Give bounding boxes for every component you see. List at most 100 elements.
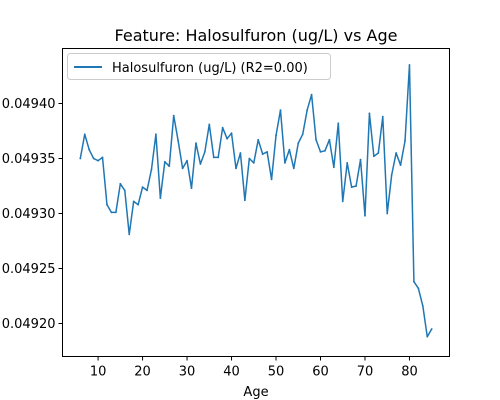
data-point	[177, 140, 180, 142]
data-point	[150, 168, 153, 171]
data-point	[257, 138, 260, 141]
data-point	[359, 158, 362, 161]
data-point	[306, 109, 309, 111]
y-axis-ticks: 0.04920 0.04925 0.04930 0.04935 0.04940	[2, 97, 63, 332]
data-point	[364, 214, 366, 217]
data-point	[168, 165, 171, 168]
data-point	[195, 142, 197, 145]
y-tick-label: 0.04935	[2, 152, 56, 167]
data-point	[292, 167, 295, 170]
y-tick-label: 0.04920	[2, 317, 56, 332]
data-point	[310, 93, 313, 96]
data-point	[399, 164, 402, 167]
data-point	[413, 280, 415, 283]
data-point	[328, 138, 331, 141]
data-point	[137, 203, 140, 206]
x-tick-label: 40	[223, 365, 240, 380]
y-tick-label: 0.04940	[2, 97, 56, 112]
data-point	[92, 157, 95, 160]
data-point	[261, 153, 264, 156]
data-point	[368, 112, 371, 115]
data-point	[79, 157, 82, 160]
data-point	[430, 328, 433, 330]
x-tick-label: 60	[312, 365, 329, 380]
data-point	[372, 155, 375, 158]
data-point	[315, 138, 317, 141]
axes-frame	[62, 48, 450, 357]
data-point	[186, 159, 188, 162]
x-axis-label: Age	[243, 385, 268, 400]
data-point	[123, 189, 126, 192]
x-tick-label: 80	[401, 365, 418, 380]
legend-label: Halosulfuron (ug/L) (R2=0.00)	[112, 61, 308, 76]
data-point	[301, 133, 304, 136]
series-line	[79, 64, 433, 338]
legend-box	[67, 53, 331, 80]
data-point	[155, 133, 157, 136]
series-layer	[79, 64, 433, 338]
plot-area	[62, 48, 450, 357]
data-point	[163, 160, 166, 163]
x-tick-label: 20	[134, 365, 151, 380]
data-point	[208, 123, 211, 126]
x-axis-ticks: 10 20 30 40 50 60 70 80	[90, 356, 418, 380]
data-point	[297, 142, 300, 145]
data-point	[404, 140, 406, 142]
chart-title: Feature: Halosulfuron (ug/L) vs Age	[115, 26, 398, 45]
data-point	[181, 167, 184, 170]
data-point	[243, 199, 246, 202]
data-point	[426, 335, 429, 338]
data-point	[288, 148, 291, 151]
data-point	[284, 162, 286, 164]
data-point	[386, 212, 389, 215]
data-point	[106, 203, 108, 206]
data-point	[270, 178, 273, 181]
x-tick-label: 70	[357, 365, 374, 380]
data-point	[101, 156, 104, 159]
data-point	[146, 189, 148, 192]
data-point	[221, 126, 224, 129]
data-point	[279, 109, 282, 111]
data-point	[110, 211, 113, 214]
data-point	[217, 156, 220, 159]
data-point	[346, 162, 349, 164]
x-tick-label: 50	[268, 365, 285, 380]
data-point	[324, 149, 326, 152]
data-point	[390, 174, 393, 176]
x-tick-label: 10	[90, 365, 107, 380]
data-point	[408, 64, 411, 66]
data-point	[230, 132, 233, 135]
data-point	[88, 148, 91, 151]
data-point	[332, 166, 335, 169]
data-point	[266, 151, 269, 153]
data-point	[226, 137, 228, 140]
data-point	[159, 197, 162, 200]
y-tick-label: 0.04930	[2, 207, 56, 222]
data-point	[252, 162, 255, 164]
data-point	[421, 305, 424, 307]
data-point	[212, 156, 215, 159]
data-point	[235, 167, 237, 170]
data-point	[381, 115, 384, 118]
data-point	[275, 134, 277, 137]
data-point	[239, 152, 242, 154]
data-point	[341, 200, 344, 203]
data-point	[395, 152, 398, 154]
data-point	[377, 152, 380, 154]
data-point	[337, 122, 340, 125]
data-point	[355, 185, 357, 187]
legend: Halosulfuron (ug/L) (R2=0.00)	[67, 53, 331, 80]
data-point	[114, 211, 117, 214]
data-point	[83, 133, 86, 136]
data-point	[417, 287, 420, 290]
y-tick-label: 0.04925	[2, 262, 56, 277]
data-point	[119, 182, 122, 185]
data-point	[172, 114, 175, 117]
data-point	[319, 151, 322, 153]
x-tick-label: 30	[179, 365, 196, 380]
data-point	[132, 200, 135, 203]
data-point	[248, 157, 251, 160]
data-point	[141, 186, 144, 189]
data-point	[199, 163, 202, 165]
